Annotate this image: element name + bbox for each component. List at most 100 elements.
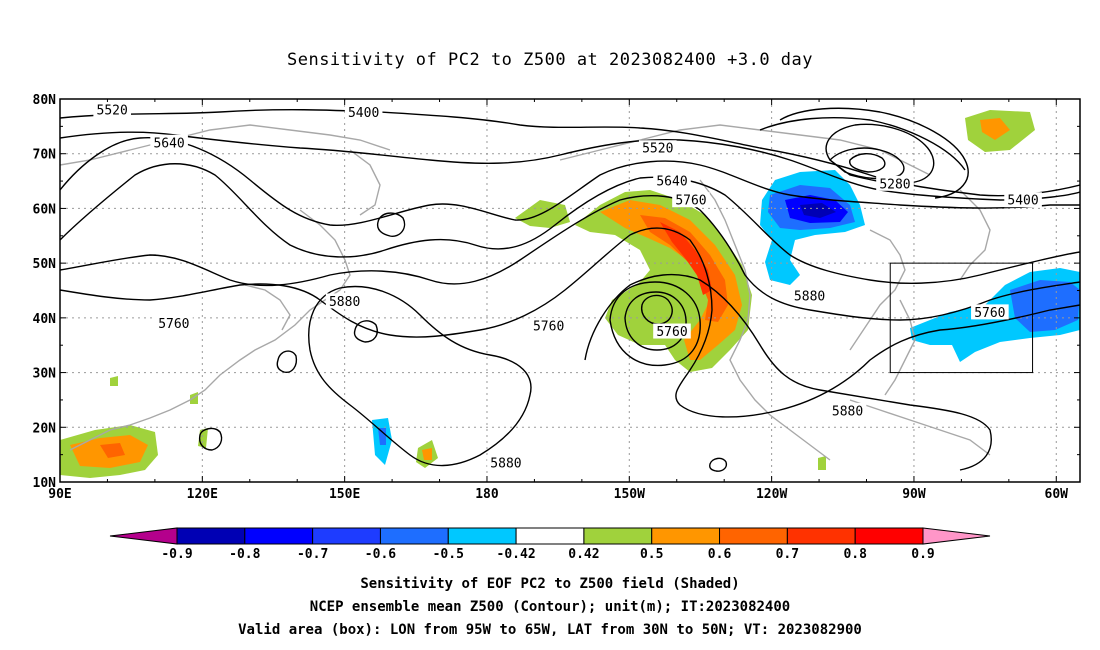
contour-label: 5760 — [974, 306, 1005, 321]
colorbar-swatch — [651, 527, 721, 545]
contour-line — [60, 131, 1080, 201]
contour-label-bg — [828, 402, 867, 418]
lat-label: 30N — [33, 367, 57, 382]
positive-anomaly-region — [818, 456, 826, 470]
contour-line — [779, 107, 969, 199]
lon-label: 150W — [614, 487, 645, 502]
contour-label: 5520 — [97, 103, 128, 118]
contour-label-bg — [150, 134, 188, 150]
lat-label: 80N — [33, 93, 57, 108]
lon-label: 120E — [187, 487, 218, 502]
contour-line — [759, 117, 966, 171]
contour-line — [376, 212, 406, 237]
contour-label: 5760 — [533, 320, 564, 335]
lat-label: 50N — [33, 257, 57, 272]
contour-label: 5760 — [158, 317, 189, 332]
caption-line-1: Sensitivity of EOF PC2 to Z500 field (Sh… — [360, 576, 740, 592]
contour-line — [641, 294, 673, 325]
contour-label-bg — [1004, 192, 1042, 208]
contour-line — [60, 137, 1080, 227]
contour-label-bg — [672, 192, 710, 208]
contour-labels: 5520 5400 5640 5520 5640 5280 5400 5760 5880 5880… — [93, 101, 1042, 471]
contour-label-bg — [325, 293, 364, 309]
contour-label: 5880 — [329, 295, 360, 310]
positive-anomaly-region — [515, 200, 570, 228]
contour-label: 5400 — [1007, 194, 1038, 209]
positive-anomaly-region — [422, 448, 432, 460]
colorbar-label: -0.8 — [229, 547, 260, 562]
colorbar-swatch — [312, 527, 381, 545]
positive-anomaly-region — [110, 376, 118, 386]
colorbar-label: 0.5 — [640, 547, 663, 562]
lat-label: 70N — [33, 148, 57, 163]
lon-label: 150E — [329, 487, 360, 502]
contour-label-bg — [653, 323, 691, 339]
caption-line-2: NCEP ensemble mean Z500 (Contour); unit(… — [309, 599, 791, 615]
colorbar-upper-extension — [922, 527, 991, 545]
lat-label: 60N — [33, 202, 57, 217]
colorbar-swatch — [583, 527, 653, 545]
lon-label: 90W — [902, 487, 926, 502]
contour-line — [849, 153, 886, 173]
colorbar: -0.9 -0.8 -0.7 -0.6 -0.5 -0.42 0.42 0.5 0.6 0.7 0.… — [109, 527, 991, 562]
colorbar-label: 0.8 — [843, 547, 867, 562]
contour-label-bg — [971, 304, 1009, 320]
contour-line — [308, 285, 532, 467]
colorbar-lower-extension — [109, 527, 178, 545]
positive-anomaly-region — [100, 443, 125, 458]
lat-label: 10N — [33, 476, 57, 491]
contour-label-bg — [93, 101, 131, 117]
colorbar-label: 0.9 — [911, 547, 934, 562]
lat-label: 40N — [33, 312, 57, 327]
figure-title: Sensitivity of PC2 to Z500 at 2023082400… — [286, 50, 813, 70]
sensitivity-shading — [60, 110, 1080, 478]
colorbar-label: 0.6 — [708, 547, 732, 562]
colorbar-label: -0.42 — [497, 547, 536, 562]
contour-label-bg — [155, 315, 193, 331]
contour-label-bg — [344, 104, 383, 120]
contour-line — [828, 147, 905, 180]
contour-label: 5280 — [879, 177, 910, 192]
colorbar-swatch — [515, 527, 585, 545]
contour-line — [709, 457, 728, 472]
negative-anomaly-region — [1010, 280, 1080, 332]
contour-label-bg — [653, 173, 691, 189]
lat-label: 20N — [33, 421, 57, 436]
positive-anomaly-region — [980, 118, 1010, 140]
lon-label: 90E — [48, 487, 71, 502]
contour-label-bg — [487, 454, 525, 470]
lon-label: 120W — [756, 487, 787, 502]
contour-label: 5640 — [656, 175, 687, 190]
valid-area-box — [889, 262, 1034, 374]
contour-label-bg — [876, 175, 914, 191]
colorbar-swatch — [176, 527, 246, 545]
colorbar-swatch — [447, 527, 517, 545]
colorbar-swatch — [786, 527, 856, 545]
colorbar-swatch — [719, 527, 788, 545]
colorbar-swatch — [244, 527, 314, 545]
contour-line — [825, 123, 935, 185]
contour-label: 5400 — [348, 106, 379, 121]
z500-contours — [60, 107, 1080, 472]
colorbar-label: -0.9 — [161, 547, 192, 562]
contour-label-bg — [790, 287, 829, 303]
lon-label: 180 — [475, 487, 499, 502]
contour-line — [624, 291, 687, 351]
positive-anomaly-region — [660, 222, 712, 295]
negative-anomaly-region — [800, 203, 836, 218]
contour-line — [60, 227, 1080, 418]
contour-line — [353, 320, 378, 343]
contour-label: 5760 — [656, 325, 687, 340]
contour-line — [584, 273, 992, 471]
contour-line — [60, 163, 1080, 284]
contour-line — [198, 427, 223, 451]
map-axes: 10N 20N 30N 40N 50N 60N 70N 80N 90E 120E 150E 180 15… — [33, 93, 1080, 502]
contour-label: 5760 — [675, 194, 706, 209]
caption-line-3: Valid area (box): LON from 95W to 65W, L… — [238, 622, 862, 638]
lon-label: 60W — [1045, 487, 1069, 502]
contour-label: 5520 — [642, 142, 673, 157]
contour-label: 5880 — [490, 456, 521, 471]
grid-lines — [60, 99, 1080, 482]
colorbar-swatch — [379, 527, 449, 545]
